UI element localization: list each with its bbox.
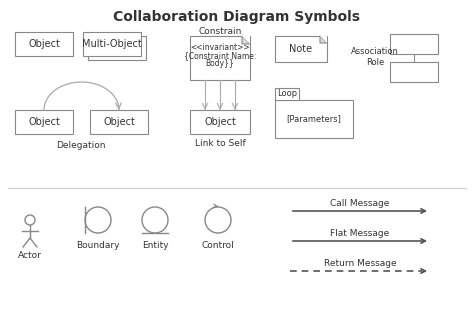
Bar bbox=[15, 110, 73, 134]
Bar bbox=[275, 36, 327, 62]
Text: Return Message: Return Message bbox=[324, 259, 396, 268]
Bar bbox=[190, 36, 250, 80]
Text: Loop: Loop bbox=[277, 90, 297, 98]
Text: Body}}: Body}} bbox=[206, 60, 235, 68]
Text: Call Message: Call Message bbox=[330, 199, 390, 208]
Text: Boundary: Boundary bbox=[76, 241, 120, 249]
Bar bbox=[390, 62, 438, 82]
Polygon shape bbox=[320, 36, 327, 43]
Text: Flat Message: Flat Message bbox=[330, 229, 390, 238]
Text: Multi-Object: Multi-Object bbox=[82, 39, 142, 49]
Text: Control: Control bbox=[201, 241, 234, 249]
Text: Actor: Actor bbox=[18, 251, 42, 260]
Text: Object: Object bbox=[28, 39, 60, 49]
Bar bbox=[390, 34, 438, 54]
Bar bbox=[83, 32, 141, 56]
Polygon shape bbox=[242, 36, 250, 44]
Bar bbox=[90, 110, 148, 134]
Bar bbox=[88, 36, 146, 60]
Text: Delegation: Delegation bbox=[56, 141, 106, 150]
Text: <<invariant>>: <<invariant>> bbox=[190, 42, 250, 52]
Bar bbox=[15, 32, 73, 56]
Polygon shape bbox=[320, 36, 327, 43]
Text: Note: Note bbox=[290, 44, 312, 54]
Text: Constrain: Constrain bbox=[198, 26, 242, 36]
Text: Object: Object bbox=[204, 117, 236, 127]
Text: Object: Object bbox=[28, 117, 60, 127]
Bar bbox=[275, 88, 299, 100]
Text: [Parameters]: [Parameters] bbox=[287, 114, 341, 124]
Text: Object: Object bbox=[103, 117, 135, 127]
Bar bbox=[275, 100, 353, 138]
Polygon shape bbox=[242, 36, 250, 44]
Bar bbox=[190, 110, 250, 134]
Text: Entity: Entity bbox=[142, 241, 168, 249]
Text: Link to Self: Link to Self bbox=[195, 140, 246, 149]
Text: Collaboration Diagram Symbols: Collaboration Diagram Symbols bbox=[113, 10, 361, 24]
Text: {Constraint Name:: {Constraint Name: bbox=[184, 52, 256, 61]
Text: Association
Role: Association Role bbox=[351, 47, 399, 67]
